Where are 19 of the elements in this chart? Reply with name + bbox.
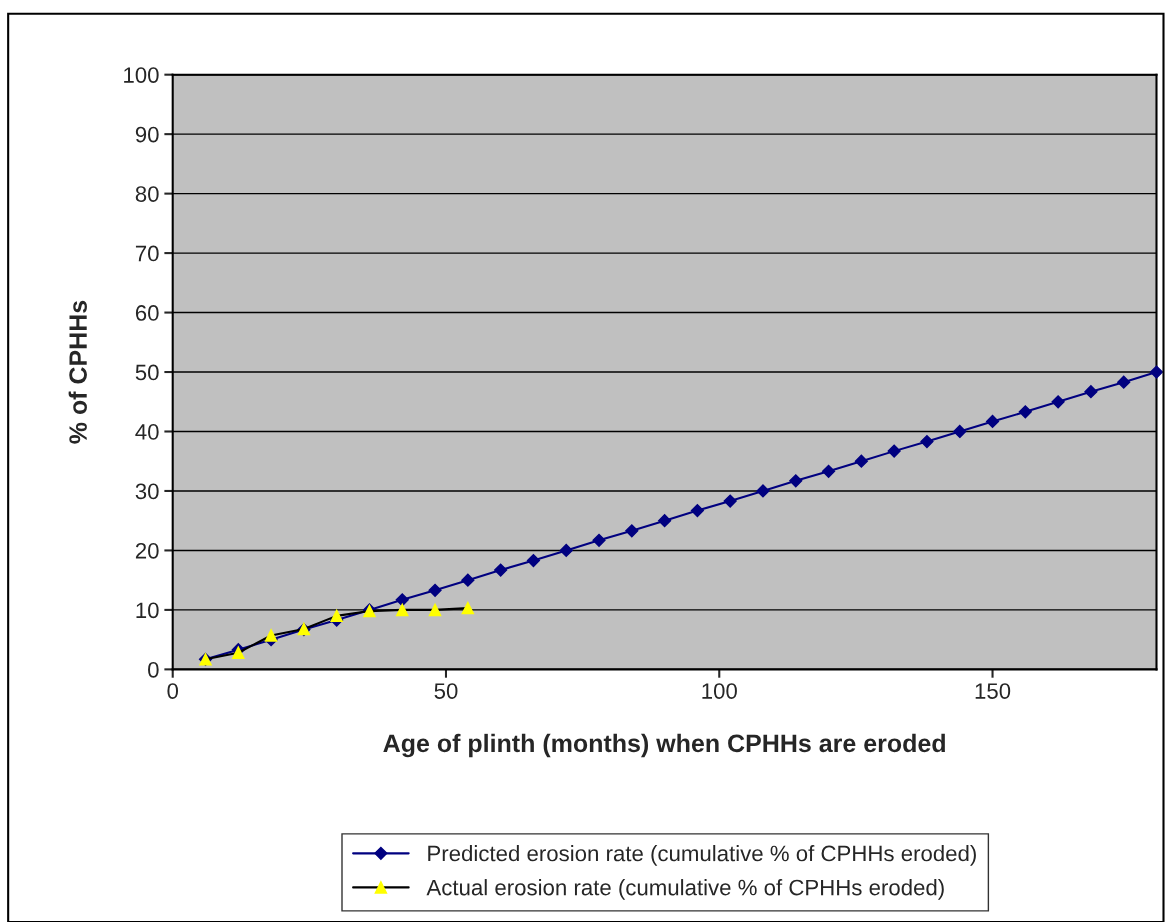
x-tick-label: 150 [975, 683, 1011, 699]
y-tick-label: 70 [135, 245, 159, 262]
x-tick-label: 100 [702, 683, 737, 699]
x-tick-label: 50 [434, 683, 458, 699]
y-tick-label: 20 [135, 542, 159, 559]
y-tick-label: 10 [136, 602, 159, 619]
x-tick-label: 0 [167, 683, 179, 699]
y-axis-title: % of CPHHs [68, 300, 87, 444]
y-tick-label: 0 [148, 661, 159, 678]
y-tick-label: 90 [135, 126, 159, 143]
y-tick-label: 80 [135, 186, 159, 202]
y-tick-label: 40 [135, 424, 159, 440]
legend-label: Predicted erosion rate (cumulative % of CPHHs eroded) [428, 845, 976, 866]
y-tick-label: 100 [124, 67, 159, 83]
x-axis-title: Age of plinth (months) when CPHHs are eroded [383, 733, 945, 758]
legend-label: Actual erosion rate (cumulative % of CPHHs eroded) [426, 879, 944, 900]
y-tick-label: 60 [135, 305, 159, 321]
y-tick-label: 30 [135, 483, 159, 500]
y-tick-label: 50 [135, 364, 159, 381]
